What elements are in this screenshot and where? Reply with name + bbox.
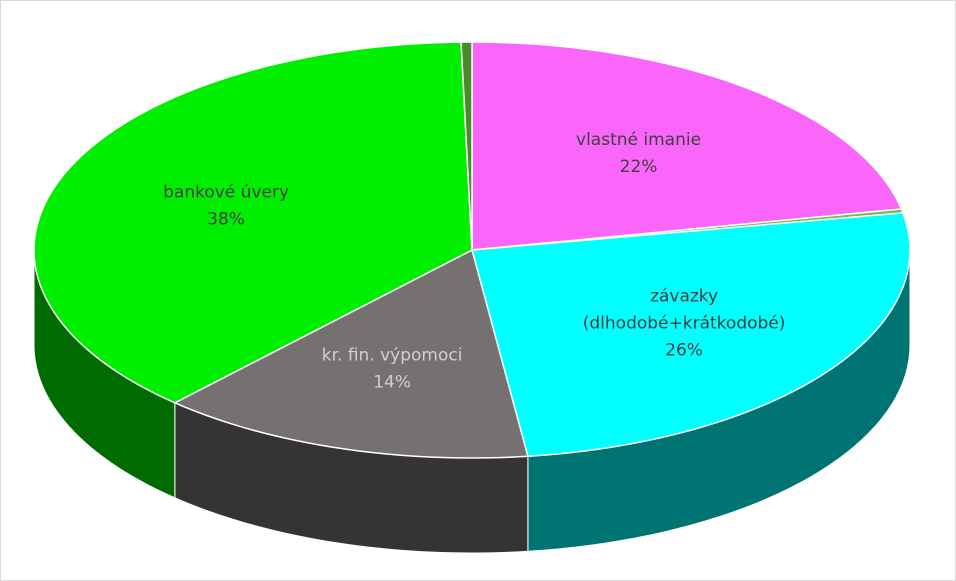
slice-value-label: 22% [620, 157, 658, 177]
slice-label: bankové úvery [163, 182, 289, 202]
slice-label: závazky (dlhodobé+krátkodobé) [583, 287, 786, 334]
pie-slice [33, 41, 473, 404]
slice-value-label: 38% [207, 209, 245, 229]
slice-label: kr. fin. výpomoci [322, 345, 463, 365]
pie-slice [471, 212, 911, 458]
pie-slice [460, 41, 473, 251]
slice-label: vlastné imanie [576, 130, 701, 150]
slice-value-label: 26% [665, 341, 703, 361]
pie-slice [173, 248, 529, 459]
pie-slice [471, 41, 903, 251]
slice-value-label: 14% [373, 372, 411, 392]
